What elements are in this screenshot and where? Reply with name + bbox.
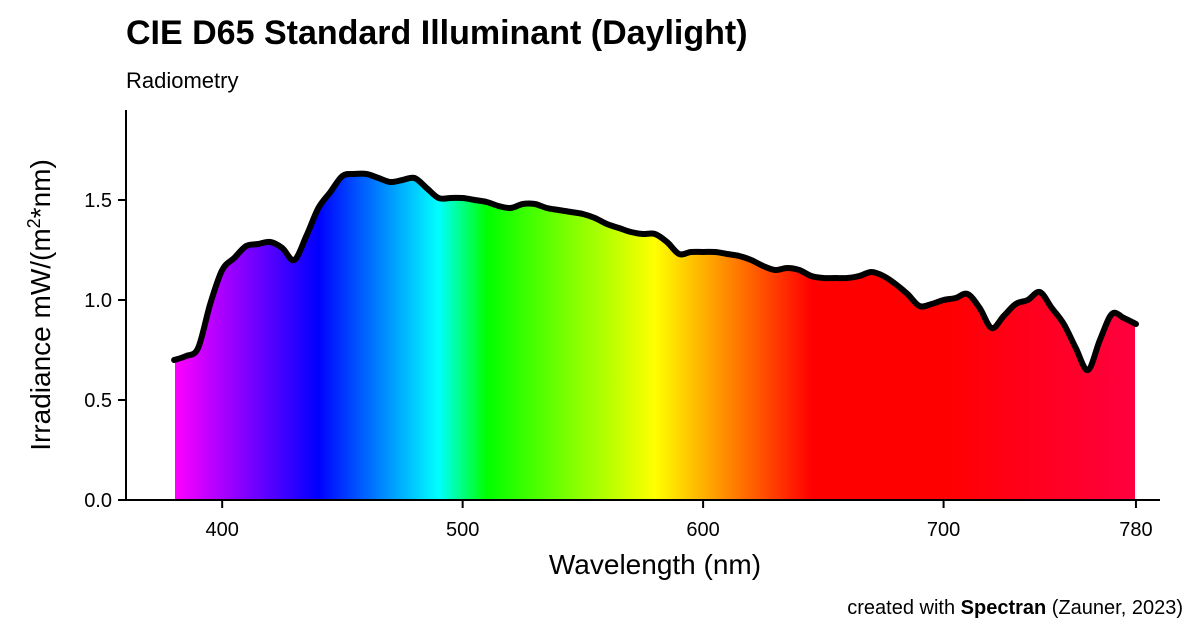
chart-title: CIE D65 Standard Illuminant (Daylight)	[126, 14, 748, 52]
spectrum-line	[171, 170, 1139, 373]
x-tick-label: 500	[446, 519, 479, 541]
x-tick-label: 400	[205, 519, 238, 541]
x-tick-label: 700	[927, 519, 960, 541]
x-tick-label: 780	[1119, 519, 1152, 541]
chart-subtitle: Radiometry	[126, 68, 238, 93]
y-axis-ticks: 0.0 0.5 1.0 1.5	[84, 190, 126, 512]
y-axis-title-end: *nm)	[25, 159, 56, 218]
y-axis-title-superscript: 2	[24, 218, 44, 228]
y-tick-label: 1.5	[84, 190, 112, 212]
y-axis-title-main: Irradiance mW/(m	[25, 228, 56, 450]
y-axis-title: Irradiance mW/(m2*nm)	[24, 159, 56, 451]
y-tick-label: 0.0	[84, 490, 112, 512]
spectrum-area	[175, 173, 1135, 500]
y-tick-label: 1.0	[84, 290, 112, 312]
x-axis-ticks: 400 500 600 700 780	[205, 500, 1153, 541]
credit-prefix: created with	[847, 597, 960, 619]
x-axis-title: Wavelength (nm)	[549, 549, 761, 580]
credit-suffix: (Zauner, 2023)	[1046, 597, 1183, 619]
y-tick-label: 0.5	[84, 390, 112, 412]
x-tick-label: 600	[686, 519, 719, 541]
credit-text: created with Spectran (Zauner, 2023)	[847, 597, 1183, 619]
credit-brand: Spectran	[961, 597, 1047, 619]
